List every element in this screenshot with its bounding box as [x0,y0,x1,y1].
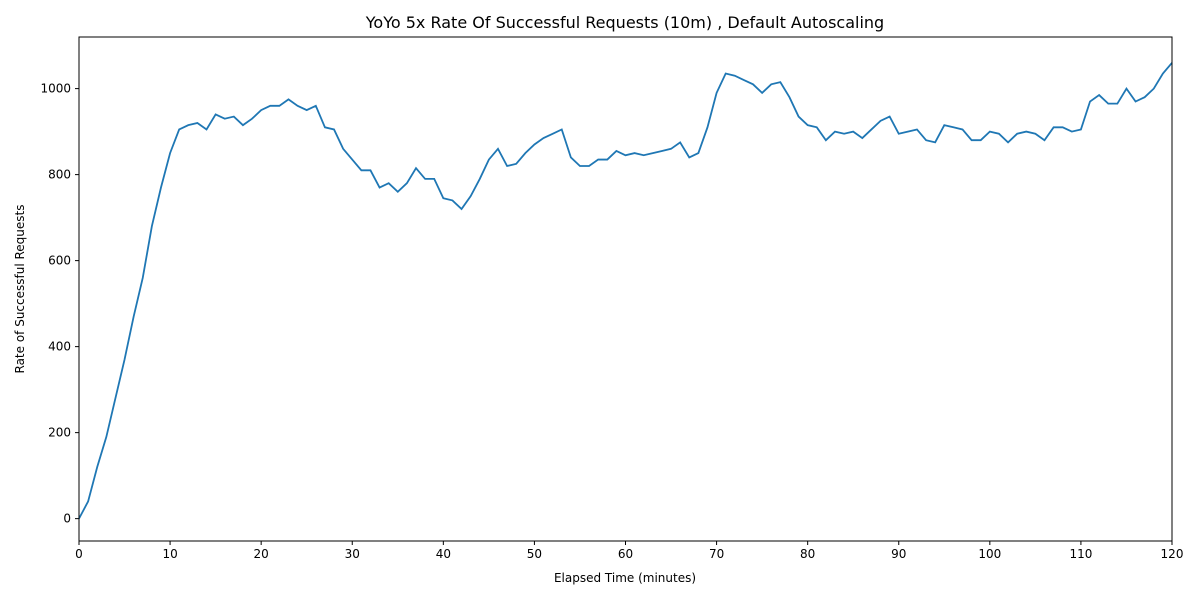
x-tick-label: 100 [978,547,1001,561]
x-tick-label: 50 [527,547,542,561]
x-tick-label: 20 [254,547,269,561]
x-axis-label: Elapsed Time (minutes) [554,571,696,585]
x-tick-label: 70 [709,547,724,561]
chart-title: YoYo 5x Rate Of Successful Requests (10m… [365,13,884,32]
y-tick-label: 0 [63,512,71,526]
x-tick-label: 30 [345,547,360,561]
x-tick-label: 10 [162,547,177,561]
x-tick-label: 0 [75,547,83,561]
plot-frame [78,36,1173,542]
x-tick-label: 90 [891,547,906,561]
y-tick-label: 600 [48,254,71,268]
data-line [78,62,1173,520]
y-tick-label: 800 [48,168,71,182]
y-tick-label: 400 [48,340,71,354]
y-axis-label: Rate of Successful Requests [13,205,27,374]
x-tick-label: 60 [618,547,633,561]
y-tick-label: 200 [48,426,71,440]
x-tick-label: 110 [1069,547,1092,561]
x-tick-label: 80 [800,547,815,561]
x-tick-label: 120 [1161,547,1184,561]
x-tick-label: 40 [436,547,451,561]
y-tick-label: 1000 [40,82,71,96]
